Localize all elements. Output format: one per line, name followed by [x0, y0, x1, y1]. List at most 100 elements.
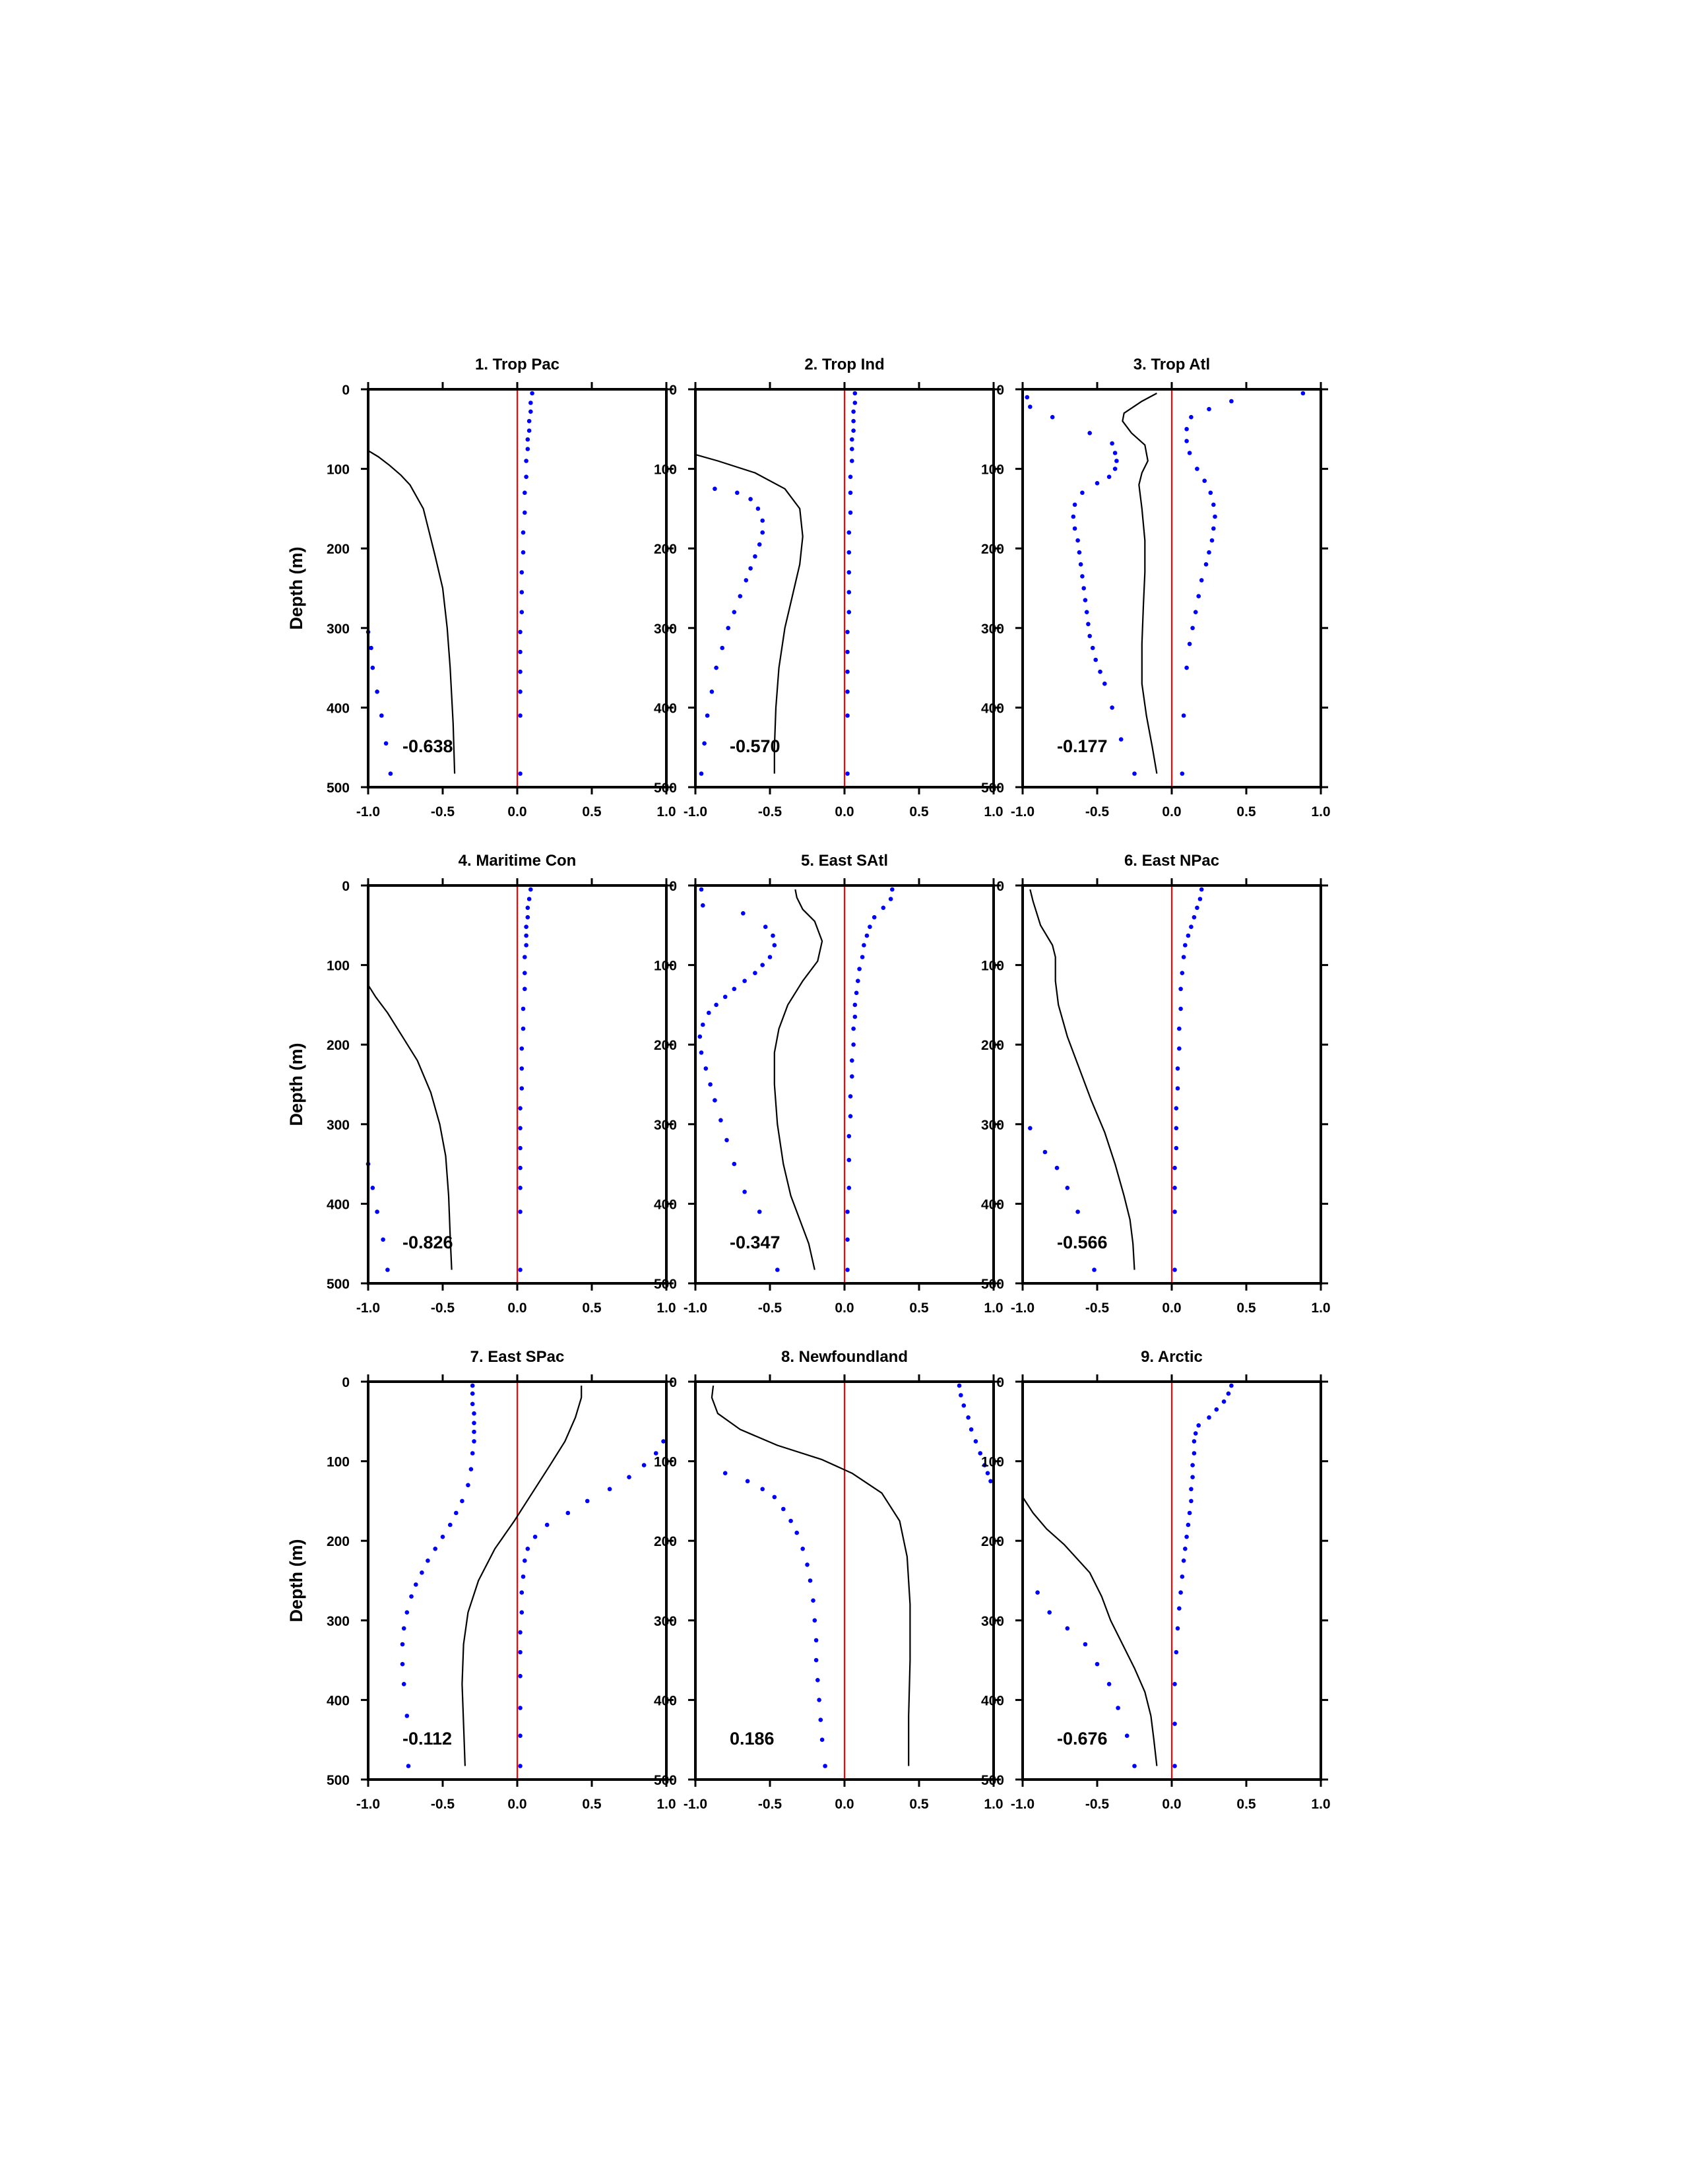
x-tick-label: 0.0 [507, 1301, 526, 1316]
data-point [375, 1209, 379, 1214]
data-point [868, 924, 872, 929]
data-point [1300, 391, 1306, 396]
y-tick-label: 100 [654, 959, 677, 974]
data-point [1075, 538, 1080, 543]
data-point [817, 1698, 821, 1702]
data-point [388, 771, 393, 776]
data-point [1028, 1126, 1033, 1131]
panel-4: -1.0 -0.5 0.0 0.5 1.0 0 100 200 300 400 500 4. Mari… [286, 852, 676, 1316]
data-point [523, 986, 527, 992]
data-point [772, 1494, 777, 1500]
x-tick-label: -1.0 [1011, 1797, 1035, 1812]
data-point [518, 713, 523, 718]
y-tick-label: 400 [981, 1197, 1004, 1212]
data-point [607, 1487, 612, 1492]
data-point [966, 1415, 971, 1420]
y-tick-label: 200 [981, 542, 1004, 557]
x-tick-label: 0.0 [1162, 1797, 1181, 1812]
data-point [406, 1764, 411, 1768]
data-point [1174, 1145, 1179, 1151]
data-point [1211, 526, 1216, 531]
data-point [1189, 1498, 1194, 1504]
data-point [714, 665, 718, 670]
panel-3: -1.0 -0.5 0.0 0.5 1.0 0 100 200 300 400 500 3. Trop… [981, 356, 1331, 819]
y-tick-label: 300 [327, 1118, 350, 1133]
series-line-1 [711, 1385, 911, 1766]
data-point [699, 1050, 704, 1055]
panel-9: -1.0 -0.5 0.0 0.5 1.0 0 100 200 300 400 500 9. Arct… [981, 1348, 1331, 1812]
data-point [1186, 933, 1191, 938]
data-point [699, 771, 704, 776]
data-point [1174, 1126, 1179, 1131]
x-tick-label: 0.5 [909, 1301, 929, 1316]
data-point [978, 1451, 982, 1456]
data-point [1093, 657, 1098, 662]
data-point [385, 1268, 390, 1272]
data-point [1072, 526, 1077, 531]
y-tick-label: 500 [654, 1277, 677, 1292]
data-point [846, 1134, 852, 1139]
y-tick-label: 500 [654, 781, 677, 796]
data-point [845, 649, 850, 655]
data-point [518, 771, 523, 776]
data-point [521, 1026, 526, 1031]
data-point [1050, 414, 1055, 420]
data-point [525, 905, 530, 911]
data-point [697, 1034, 703, 1039]
data-point [767, 955, 773, 959]
y-tick-label: 300 [981, 1614, 1004, 1629]
data-point [1187, 1510, 1192, 1516]
panel-title: 9. Arctic [1141, 1348, 1203, 1366]
data-point [757, 542, 762, 547]
data-point [732, 1161, 737, 1167]
data-point [518, 1145, 523, 1151]
x-tick-label: 0.5 [582, 1301, 602, 1316]
data-point [850, 437, 854, 442]
y-tick-label: 300 [327, 1614, 350, 1629]
series-dots-2 [518, 887, 533, 1272]
data-point [1092, 1268, 1097, 1272]
data-point [805, 1562, 810, 1567]
panel-8: -1.0 -0.5 0.0 0.5 1.0 0 100 200 300 400 500 8. Newf… [654, 1348, 1004, 1812]
data-point [851, 1042, 856, 1047]
data-point [1172, 1209, 1177, 1214]
series-line-1 [1022, 1496, 1158, 1766]
data-point [1132, 1764, 1137, 1768]
data-point [526, 418, 532, 424]
data-point [1213, 514, 1217, 519]
data-point [1177, 1026, 1182, 1031]
data-point [585, 1498, 590, 1504]
data-point [1178, 1006, 1183, 1012]
x-tick-label: 1.0 [1311, 1301, 1330, 1316]
data-point [1199, 578, 1204, 583]
y-tick-label: 0 [996, 383, 1004, 398]
series-line-1 [1122, 393, 1158, 774]
data-point [742, 1190, 747, 1194]
data-point [851, 418, 856, 424]
data-point [370, 1186, 375, 1190]
data-point [426, 1558, 430, 1563]
data-point [1087, 431, 1092, 435]
x-tick-label: 0.0 [835, 804, 854, 819]
data-point [472, 1429, 476, 1434]
data-point [1080, 574, 1085, 579]
data-point [813, 1638, 819, 1643]
data-point [732, 986, 737, 992]
y-tick-label: 500 [654, 1773, 677, 1788]
data-point [813, 1657, 819, 1663]
panel-title: 7. East SPac [470, 1348, 565, 1366]
data-point [1071, 514, 1076, 519]
x-tick-label: -1.0 [356, 1301, 380, 1316]
y-tick-label: 300 [981, 622, 1004, 637]
data-point [518, 629, 523, 635]
data-point [714, 1002, 718, 1008]
y-tick-label: 100 [981, 1455, 1004, 1470]
data-point [772, 943, 777, 947]
data-point [713, 1098, 717, 1103]
data-point [1184, 439, 1189, 443]
panel-title: 3. Trop Atl [1133, 356, 1210, 373]
data-point [851, 428, 856, 433]
data-point [850, 1074, 854, 1079]
data-point [1226, 1391, 1231, 1396]
data-point [1084, 610, 1089, 614]
